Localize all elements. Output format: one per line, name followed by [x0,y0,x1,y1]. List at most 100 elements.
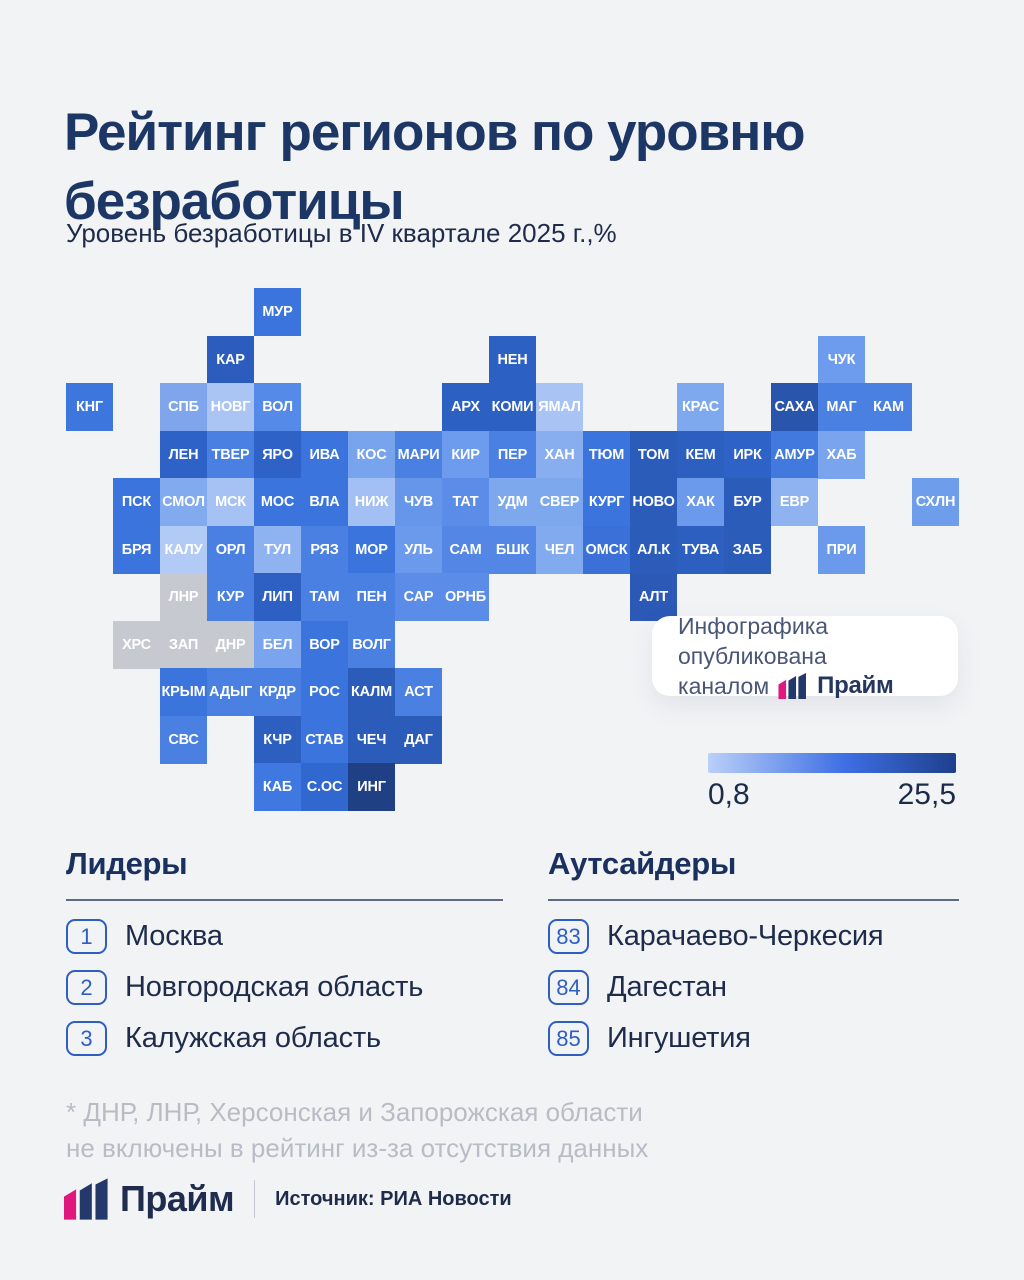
region-tile-АДЫГ: АДЫГ [207,668,254,716]
region-tile-ЧЕЧ: ЧЕЧ [348,715,395,764]
region-tile-СВС: СВС [160,715,207,764]
rank-badge: 3 [66,1021,107,1056]
attribution-brand: Прайм [817,672,894,699]
region-name: Ингушетия [607,1022,751,1054]
region-tile-ПЕР: ПЕР [489,430,536,479]
region-tile-ЕВР: ЕВР [771,478,818,526]
region-tile-САР: САР [395,573,442,621]
leaders-heading: Лидеры [66,846,188,881]
rank-badge: 85 [548,1021,589,1056]
region-tile-МУР: МУР [254,288,301,336]
region-tile-ИВА: ИВА [301,430,348,479]
region-tile-БРЯ: БРЯ [113,525,160,574]
page-footer: Прайм Источник: РИА Новости [64,1176,512,1222]
rank-badge: 83 [548,919,589,954]
region-tile-ВЛА: ВЛА [301,478,348,526]
region-tile-ЛНР: ЛНР [160,573,207,621]
region-name: Новгородская область [125,971,424,1003]
region-tile-ЛИП: ЛИП [254,573,301,621]
page-subtitle: Уровень безработицы в IV квартале 2025 г… [66,218,617,248]
region-tile-СВЕР: СВЕР [536,478,583,526]
region-tile-КРАС: КРАС [677,383,724,431]
region-tile-КУР: КУР [207,573,254,621]
leaders-list: 1 Москва 2 Новгородская область 3 Калужская о… [66,919,503,1056]
footer-brand: Прайм [120,1178,235,1219]
region-tile-ЧЕЛ: ЧЕЛ [536,525,583,574]
outsiders-item: 83 Карачаево-Черкесия [548,919,959,954]
region-tile-СМОЛ: СМОЛ [160,478,207,526]
region-tile-КАМ: КАМ [865,383,912,431]
attribution-line2: каналом Прайм [678,671,958,701]
outsiders-section: Аутсайдеры 83 Карачаево-Черкесия 84 Дагеста… [548,846,959,1056]
scale-min-label: 0,8 [708,778,750,811]
region-tile-НИЖ: НИЖ [348,478,395,526]
rank-badge: 1 [66,919,107,954]
region-tile-РОС: РОС [301,668,348,716]
region-name: Карачаево-Черкесия [607,920,884,952]
region-tile-С.ОС: С.ОС [301,763,348,811]
leaders-item: 1 Москва [66,919,503,954]
region-tile-ДНР: ДНР [207,620,254,669]
footer-source: Источник: РИА Новости [275,1187,512,1210]
region-tile-КРЫМ: КРЫМ [160,668,207,716]
region-tile-НОВО: НОВО [630,478,677,526]
region-tile-ЧУК: ЧУК [818,335,865,384]
outsiders-divider [548,899,959,901]
region-tile-СХЛН: СХЛН [912,478,959,526]
region-name: Калужская область [125,1022,381,1054]
footnote-line1: * ДНР, ЛНР, Херсонская и Запорожская обл… [66,1097,643,1127]
leaders-divider [66,899,503,901]
region-tile-ХАН: ХАН [536,430,583,479]
region-tile-АМУР: АМУР [771,430,818,479]
outsiders-heading: Аутсайдеры [548,846,737,881]
region-tile-ЧУВ: ЧУВ [395,478,442,526]
region-tile-САХА: САХА [771,383,818,431]
region-tile-РЯЗ: РЯЗ [301,525,348,574]
region-tile-ВОР: ВОР [301,620,348,669]
region-tile-МСК: МСК [207,478,254,526]
region-tile-ХАБ: ХАБ [818,430,865,479]
rank-badge: 2 [66,970,107,1005]
region-tile-БЕЛ: БЕЛ [254,620,301,669]
region-tile-ИРК: ИРК [724,430,771,479]
region-tile-ИНГ: ИНГ [348,763,395,811]
attribution-card: Инфографика опубликована каналом Прайм [652,613,958,699]
region-tile-КИР: КИР [442,430,489,479]
region-tile-ТОМ: ТОМ [630,430,677,479]
region-tile-КЧР: КЧР [254,715,301,764]
footer-divider [254,1180,256,1218]
region-tile-МОР: МОР [348,525,395,574]
color-scale-labels: 0,8 25,5 [708,778,956,812]
region-tile-САМ: САМ [442,525,489,574]
region-tile-МОС: МОС [254,478,301,526]
scale-max-label: 25,5 [897,778,956,811]
region-tile-КАР: КАР [207,335,254,384]
region-tile-ЯМАЛ: ЯМАЛ [536,383,583,431]
region-tile-ПЕН: ПЕН [348,573,395,621]
region-name: Москва [125,920,223,952]
region-tile-КЕМ: КЕМ [677,430,724,479]
region-tile-ЗАБ: ЗАБ [724,525,771,574]
footnote: * ДНР, ЛНР, Херсонская и Запорожская обл… [66,1094,648,1166]
outsiders-list: 83 Карачаево-Черкесия 84 Дагестан 85 Ингушети… [548,919,959,1056]
region-tile-ОМСК: ОМСК [583,525,630,574]
region-tile-ЛЕН: ЛЕН [160,430,207,479]
region-tile-НОВГ: НОВГ [207,383,254,431]
leaders-item: 3 Калужская область [66,1021,503,1056]
region-tile-АРХ: АРХ [442,383,489,431]
outsiders-item: 84 Дагестан [548,970,959,1005]
region-tile-СТАВ: СТАВ [301,715,348,764]
prime-logo-icon [64,1178,108,1220]
region-tile-ТУВА: ТУВА [677,525,724,574]
region-tile-ОРНБ: ОРНБ [442,573,489,621]
region-tile-ВОЛ: ВОЛ [254,383,301,431]
region-tile-ТЮМ: ТЮМ [583,430,630,479]
region-tile-БШК: БШК [489,525,536,574]
color-scale-bar [708,753,956,773]
region-tile-ХАК: ХАК [677,478,724,526]
region-tile-МАРИ: МАРИ [395,430,442,479]
outsiders-item: 85 Ингушетия [548,1021,959,1056]
page-title: Рейтинг регионов по уровню безработицы [64,102,806,231]
prime-logo-icon [778,673,807,699]
